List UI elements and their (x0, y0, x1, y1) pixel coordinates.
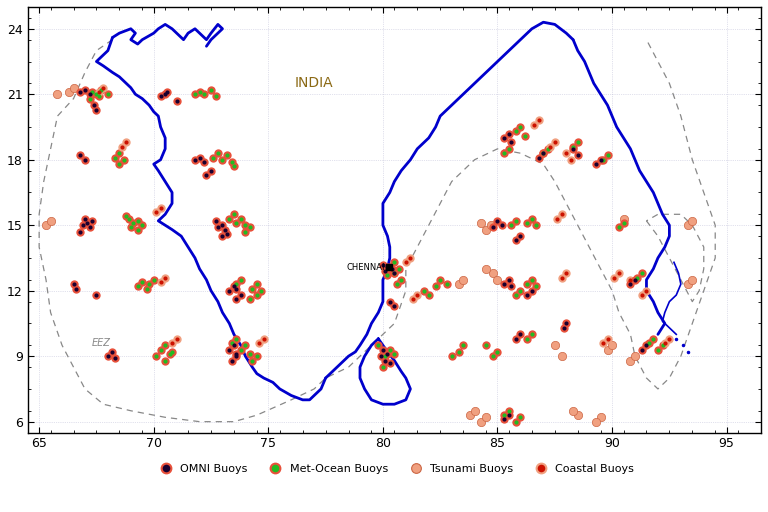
Text: CHENNAI: CHENNAI (346, 263, 385, 272)
Text: INDIA: INDIA (295, 76, 333, 90)
Legend: OMNI Buoys, Met-Ocean Buoys, Tsunami Buoys, Coastal Buoys: OMNI Buoys, Met-Ocean Buoys, Tsunami Buo… (150, 459, 639, 478)
Polygon shape (360, 339, 410, 404)
Text: EEZ: EEZ (92, 338, 111, 348)
